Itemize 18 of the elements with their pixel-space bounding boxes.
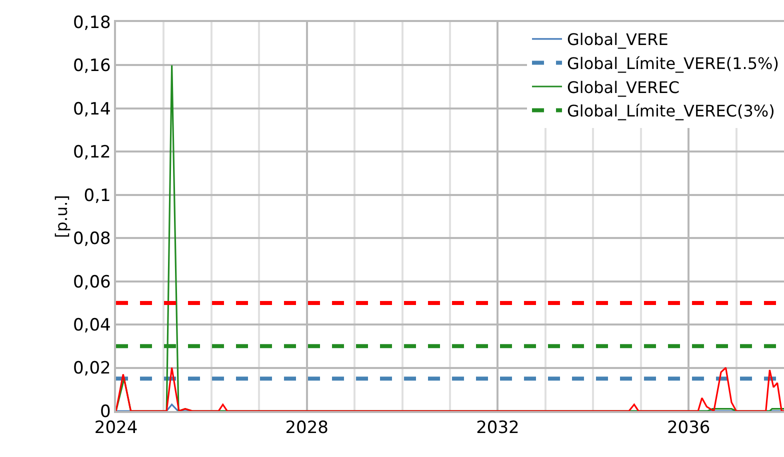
y-tick-label: 0,04 (72, 316, 111, 336)
legend-label: Global_Límite_VERE(1.5%) (567, 54, 779, 73)
legend-label: Global_VEREC (567, 78, 680, 97)
y-axis-title: [p.u.] (52, 195, 71, 238)
legend-label: Global_VERE (567, 30, 668, 50)
y-tick-label: 0,12 (72, 142, 111, 163)
y-tick-label: 0,06 (72, 272, 111, 292)
y-tick-label: 0,1 (84, 186, 111, 206)
y-tick-label: 0,16 (72, 56, 111, 76)
x-tick-label: 2032 (476, 418, 520, 438)
y-tick-label: 0,14 (72, 99, 111, 120)
x-tick-label: 2036 (666, 418, 710, 438)
y-tick-label: 0,18 (72, 12, 111, 33)
y-tick-label: 0,08 (72, 229, 111, 250)
x-tick-label: 2024 (94, 418, 138, 438)
y-tick-label: 0,02 (72, 358, 111, 379)
x-tick-label: 2028 (285, 418, 328, 438)
legend-label: Global_Límite_VEREC(3%) (567, 102, 775, 121)
